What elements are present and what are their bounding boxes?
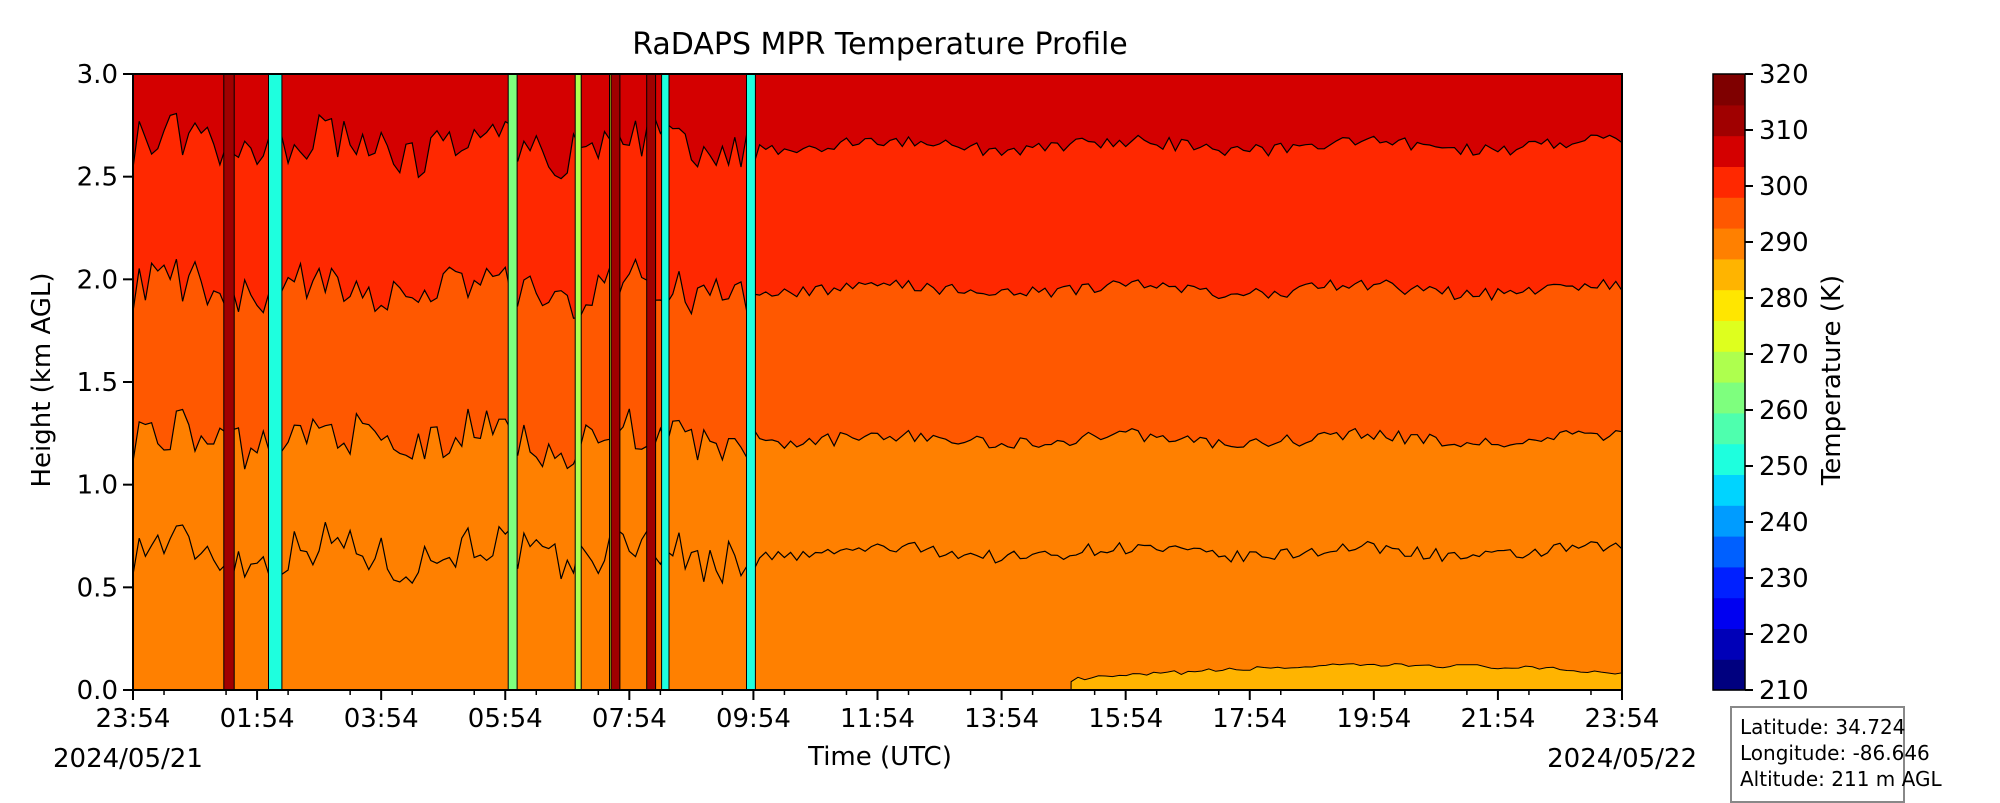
artifact-spike-3	[507, 73, 518, 691]
x-tick-label: 11:54	[840, 704, 915, 734]
colorbar-tick-label: 320	[1759, 60, 1809, 90]
contour-line-305	[132, 112, 1623, 180]
x-tick-label: 05:54	[468, 704, 543, 734]
colorbar-tick-label: 250	[1759, 452, 1809, 482]
colorbar: 210 220 230 240 250 260 270 280 290 300 310 320	[1712, 60, 1809, 706]
y-tick-label: 0.0	[77, 676, 118, 706]
colorbar-tick-label: 210	[1759, 676, 1809, 706]
colorbar-tick-label: 290	[1759, 228, 1809, 258]
x-tick-label: 01:54	[220, 704, 295, 734]
temperature-band-surface-warm	[1070, 663, 1623, 691]
colorbar-segment	[1713, 474, 1745, 506]
latitude-text: Latitude: 34.724	[1740, 715, 1906, 739]
plot-area	[132, 73, 1623, 691]
y-tick-label: 2.5	[77, 163, 118, 193]
contour-line-295	[132, 408, 1623, 470]
longitude-text: Longitude: -86.646	[1740, 741, 1930, 765]
x-tick-label: 17:54	[1212, 704, 1287, 734]
colorbar-segment	[1713, 566, 1745, 599]
colorbar-segment	[1713, 135, 1745, 167]
x-axis-label: Time (UTC)	[807, 742, 952, 772]
contour-line-290	[132, 522, 1623, 585]
x-tick-label: 15:54	[1088, 704, 1163, 734]
x-tick-label: 09:54	[716, 704, 791, 734]
colorbar-tick-label: 260	[1759, 396, 1809, 426]
colorbar-tick-label: 220	[1759, 620, 1809, 650]
colorbar-tick-label: 270	[1759, 340, 1809, 370]
colorbar-segment	[1713, 505, 1745, 537]
colorbar-segment	[1713, 443, 1745, 475]
x-tick-label: 23:54	[96, 704, 171, 734]
artifact-spike-9	[746, 73, 756, 691]
station-info-box: Latitude: 34.724 Longitude: -86.646 Alti…	[1730, 706, 1942, 803]
x-tick-label: 21:54	[1460, 704, 1535, 734]
colorbar-segment	[1713, 597, 1745, 629]
colorbar-segment	[1713, 351, 1745, 383]
colorbar-segment	[1713, 412, 1745, 445]
altitude-text: Altitude: 211 m AGL	[1740, 767, 1942, 791]
colorbar-segment	[1713, 289, 1745, 321]
artifact-spike-1	[223, 73, 235, 691]
colorbar-segment	[1713, 320, 1745, 352]
colorbar-tick-label: 280	[1759, 284, 1809, 314]
colorbar-segment	[1713, 197, 1745, 229]
colorbar-segment	[1713, 258, 1745, 291]
y-tick-label: 2.0	[77, 265, 118, 295]
start-date-label: 2024/05/21	[53, 744, 203, 774]
colorbar-tick-label: 310	[1759, 116, 1809, 146]
x-tick-label: 13:54	[964, 704, 1039, 734]
temperature-band-305-310	[133, 74, 1622, 179]
y-axis: 0.0 0.5 1.0 1.5 2.0 2.5 3.0	[77, 60, 133, 706]
x-tick-label: 23:54	[1585, 704, 1660, 734]
y-tick-label: 0.5	[77, 573, 118, 603]
artifact-spike-8	[661, 73, 670, 691]
end-date-label: 2024/05/22	[1547, 744, 1697, 774]
y-tick-label: 1.0	[77, 471, 118, 501]
x-tick-label: 19:54	[1336, 704, 1411, 734]
y-axis-label: Height (km AGL)	[27, 272, 57, 487]
colorbar-segment	[1713, 228, 1745, 260]
artifact-spike-2	[268, 73, 283, 691]
colorbar-segment	[1713, 104, 1745, 137]
colorbar-tick-label: 230	[1759, 564, 1809, 594]
x-axis: 23:54 01:54 03:54 05:54 07:54 09:54 11:54 13:54…	[96, 690, 1660, 734]
artifact-spike-6	[610, 73, 621, 691]
artifact-spike-4	[574, 73, 582, 691]
y-tick-label: 3.0	[77, 60, 118, 90]
x-tick-label: 03:54	[344, 704, 419, 734]
colorbar-segment	[1713, 74, 1745, 106]
y-tick-label: 1.5	[77, 368, 118, 398]
colorbar-segment	[1713, 536, 1745, 568]
colorbar-segment	[1713, 659, 1745, 691]
chart-title: RaDAPS MPR Temperature Profile	[632, 27, 1128, 62]
colorbar-tick-label: 240	[1759, 508, 1809, 538]
colorbar-segment	[1713, 628, 1745, 660]
colorbar-frame	[1712, 73, 1746, 691]
x-tick-label: 07:54	[592, 704, 667, 734]
contour-line-300	[132, 257, 1623, 319]
colorbar-tick-label: 300	[1759, 172, 1809, 202]
colorbar-segment	[1713, 382, 1745, 414]
colorbar-segment	[1713, 166, 1745, 198]
colorbar-label: Temperature (K)	[1817, 275, 1847, 486]
artifact-spike-7	[646, 73, 657, 691]
